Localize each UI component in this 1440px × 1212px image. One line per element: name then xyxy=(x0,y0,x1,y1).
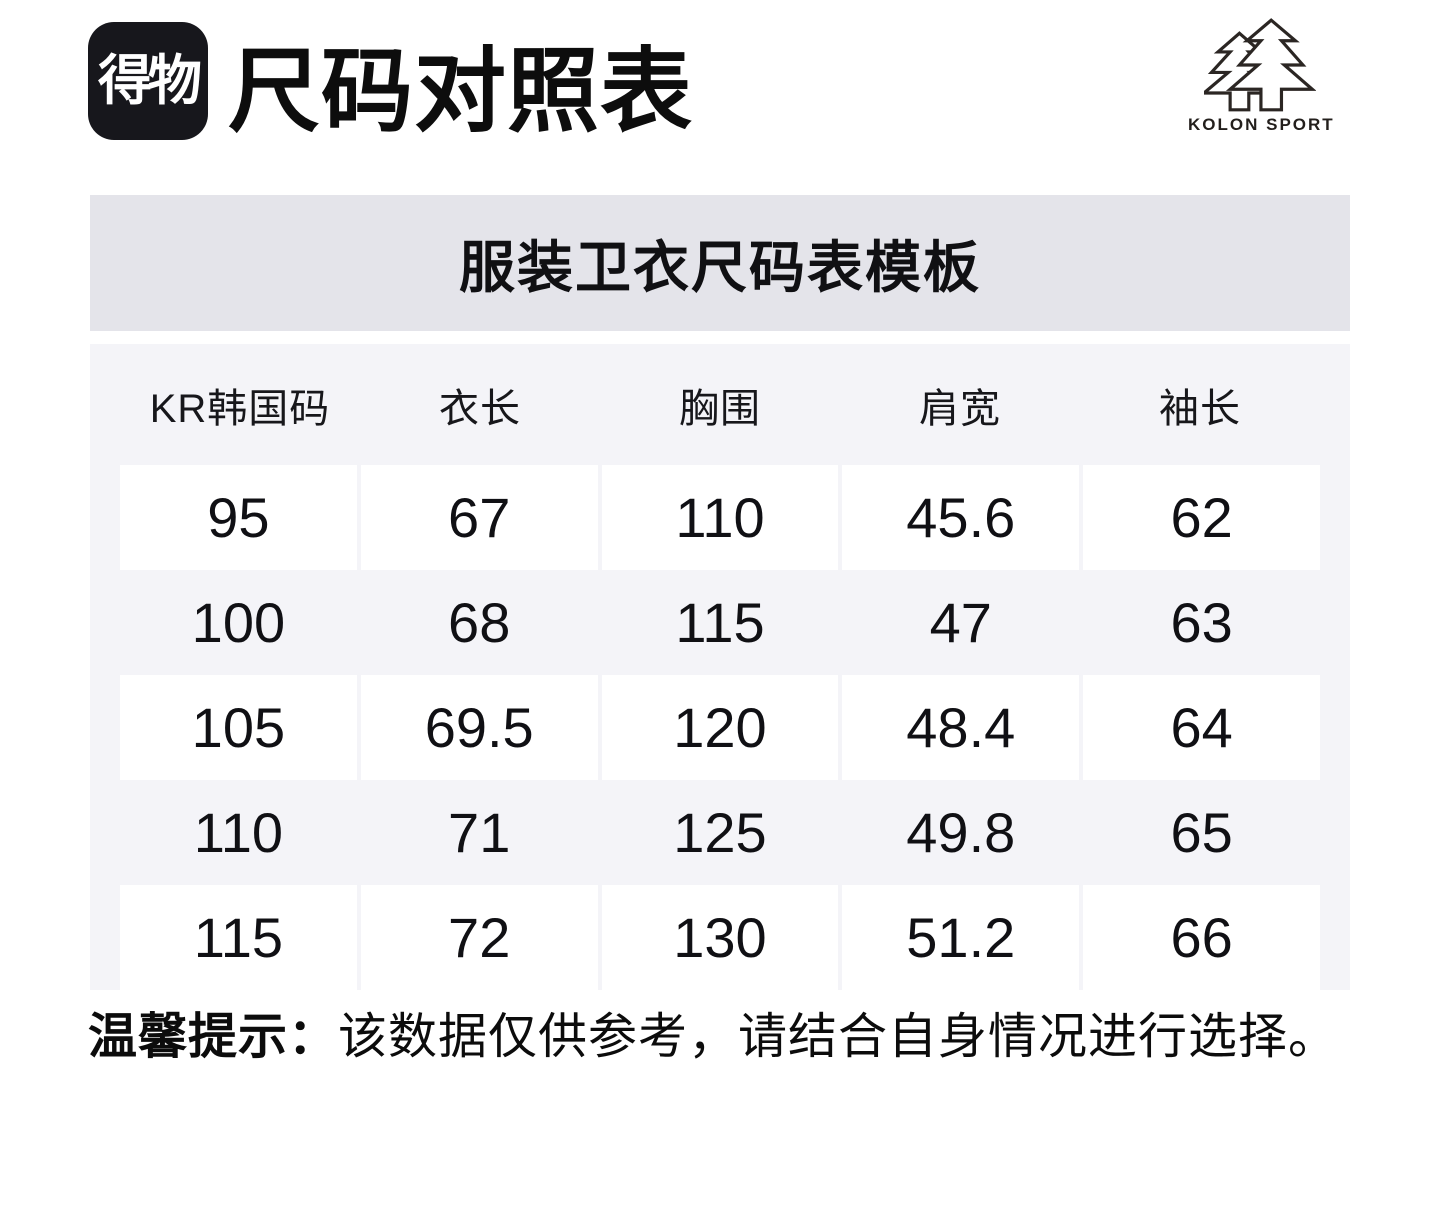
table-cell: 110 xyxy=(193,801,284,864)
table-row: 110 71 125 49.8 65 xyxy=(120,780,1320,885)
table-row: 115 72 130 51.2 66 xyxy=(120,885,1320,990)
table-body: 95 67 110 45.6 62 100 68 115 47 63 105 69.5 120 48.4 6… xyxy=(120,465,1320,990)
table-cell: 63 xyxy=(1170,591,1233,654)
column-header: 胸围 xyxy=(679,386,761,431)
table-cell: 47 xyxy=(929,591,992,654)
template-banner: 服装卫衣尺码表模板 xyxy=(90,195,1350,331)
tip-label: 温馨提示： xyxy=(88,1010,339,1064)
table-cell: 68 xyxy=(448,591,511,654)
brand-logo: KOLON SPORT xyxy=(1188,18,1335,135)
column-header: 袖长 xyxy=(1159,386,1241,431)
table-cell: 100 xyxy=(191,591,286,654)
table-cell: 110 xyxy=(601,465,839,570)
brand-name: KOLON SPORT xyxy=(1188,115,1335,134)
table-cell: 51.2 xyxy=(842,885,1080,990)
table-cell: 69.5 xyxy=(360,675,598,780)
dewu-logo-text: 得物 xyxy=(98,51,202,111)
table-cell: 67 xyxy=(360,465,598,570)
table-cell: 105 xyxy=(120,675,357,780)
table-cell: 125 xyxy=(673,801,767,864)
table-cell: 95 xyxy=(120,465,357,570)
table-row: 105 69.5 120 48.4 64 xyxy=(120,675,1320,780)
table-cell: 130 xyxy=(601,885,839,990)
table-cell: 66 xyxy=(1083,885,1320,990)
table-cell: 71 xyxy=(448,801,511,864)
page-title: 尺码对照表 xyxy=(228,41,694,143)
column-header: 肩宽 xyxy=(919,386,1001,431)
table-row: 95 67 110 45.6 62 xyxy=(120,465,1320,570)
table-cell: 72 xyxy=(360,885,598,990)
tip-text: 该数据仅供参考，请结合自身情况进行选择。 xyxy=(338,1010,1339,1064)
table-cell: 45.6 xyxy=(842,465,1080,570)
size-table: KR韩国码 衣长 胸围 肩宽 袖长 95 67 110 45.6 62 100 68 115 47 63 1… xyxy=(90,344,1350,990)
table-cell: 64 xyxy=(1083,675,1320,780)
dewu-logo: 得物 xyxy=(88,22,208,140)
table-cell: 62 xyxy=(1083,465,1320,570)
kolon-trees-icon xyxy=(1204,18,1316,112)
banner-title: 服装卫衣尺码表模板 xyxy=(459,235,981,299)
table-cell: 115 xyxy=(120,885,357,990)
table-cell: 65 xyxy=(1170,801,1233,864)
column-header: KR韩国码 xyxy=(149,386,331,431)
table-cell: 120 xyxy=(601,675,839,780)
tip-note: 温馨提示：该数据仅供参考，请结合自身情况进行选择。 xyxy=(88,1006,1338,1070)
table-cell: 48.4 xyxy=(842,675,1080,780)
table-cell: 115 xyxy=(675,591,765,654)
column-header: 衣长 xyxy=(439,386,521,431)
table-row: 100 68 115 47 63 xyxy=(120,570,1320,675)
table-cell: 49.8 xyxy=(906,801,1016,864)
table-header-row: KR韩国码 衣长 胸围 肩宽 袖长 xyxy=(120,344,1320,465)
